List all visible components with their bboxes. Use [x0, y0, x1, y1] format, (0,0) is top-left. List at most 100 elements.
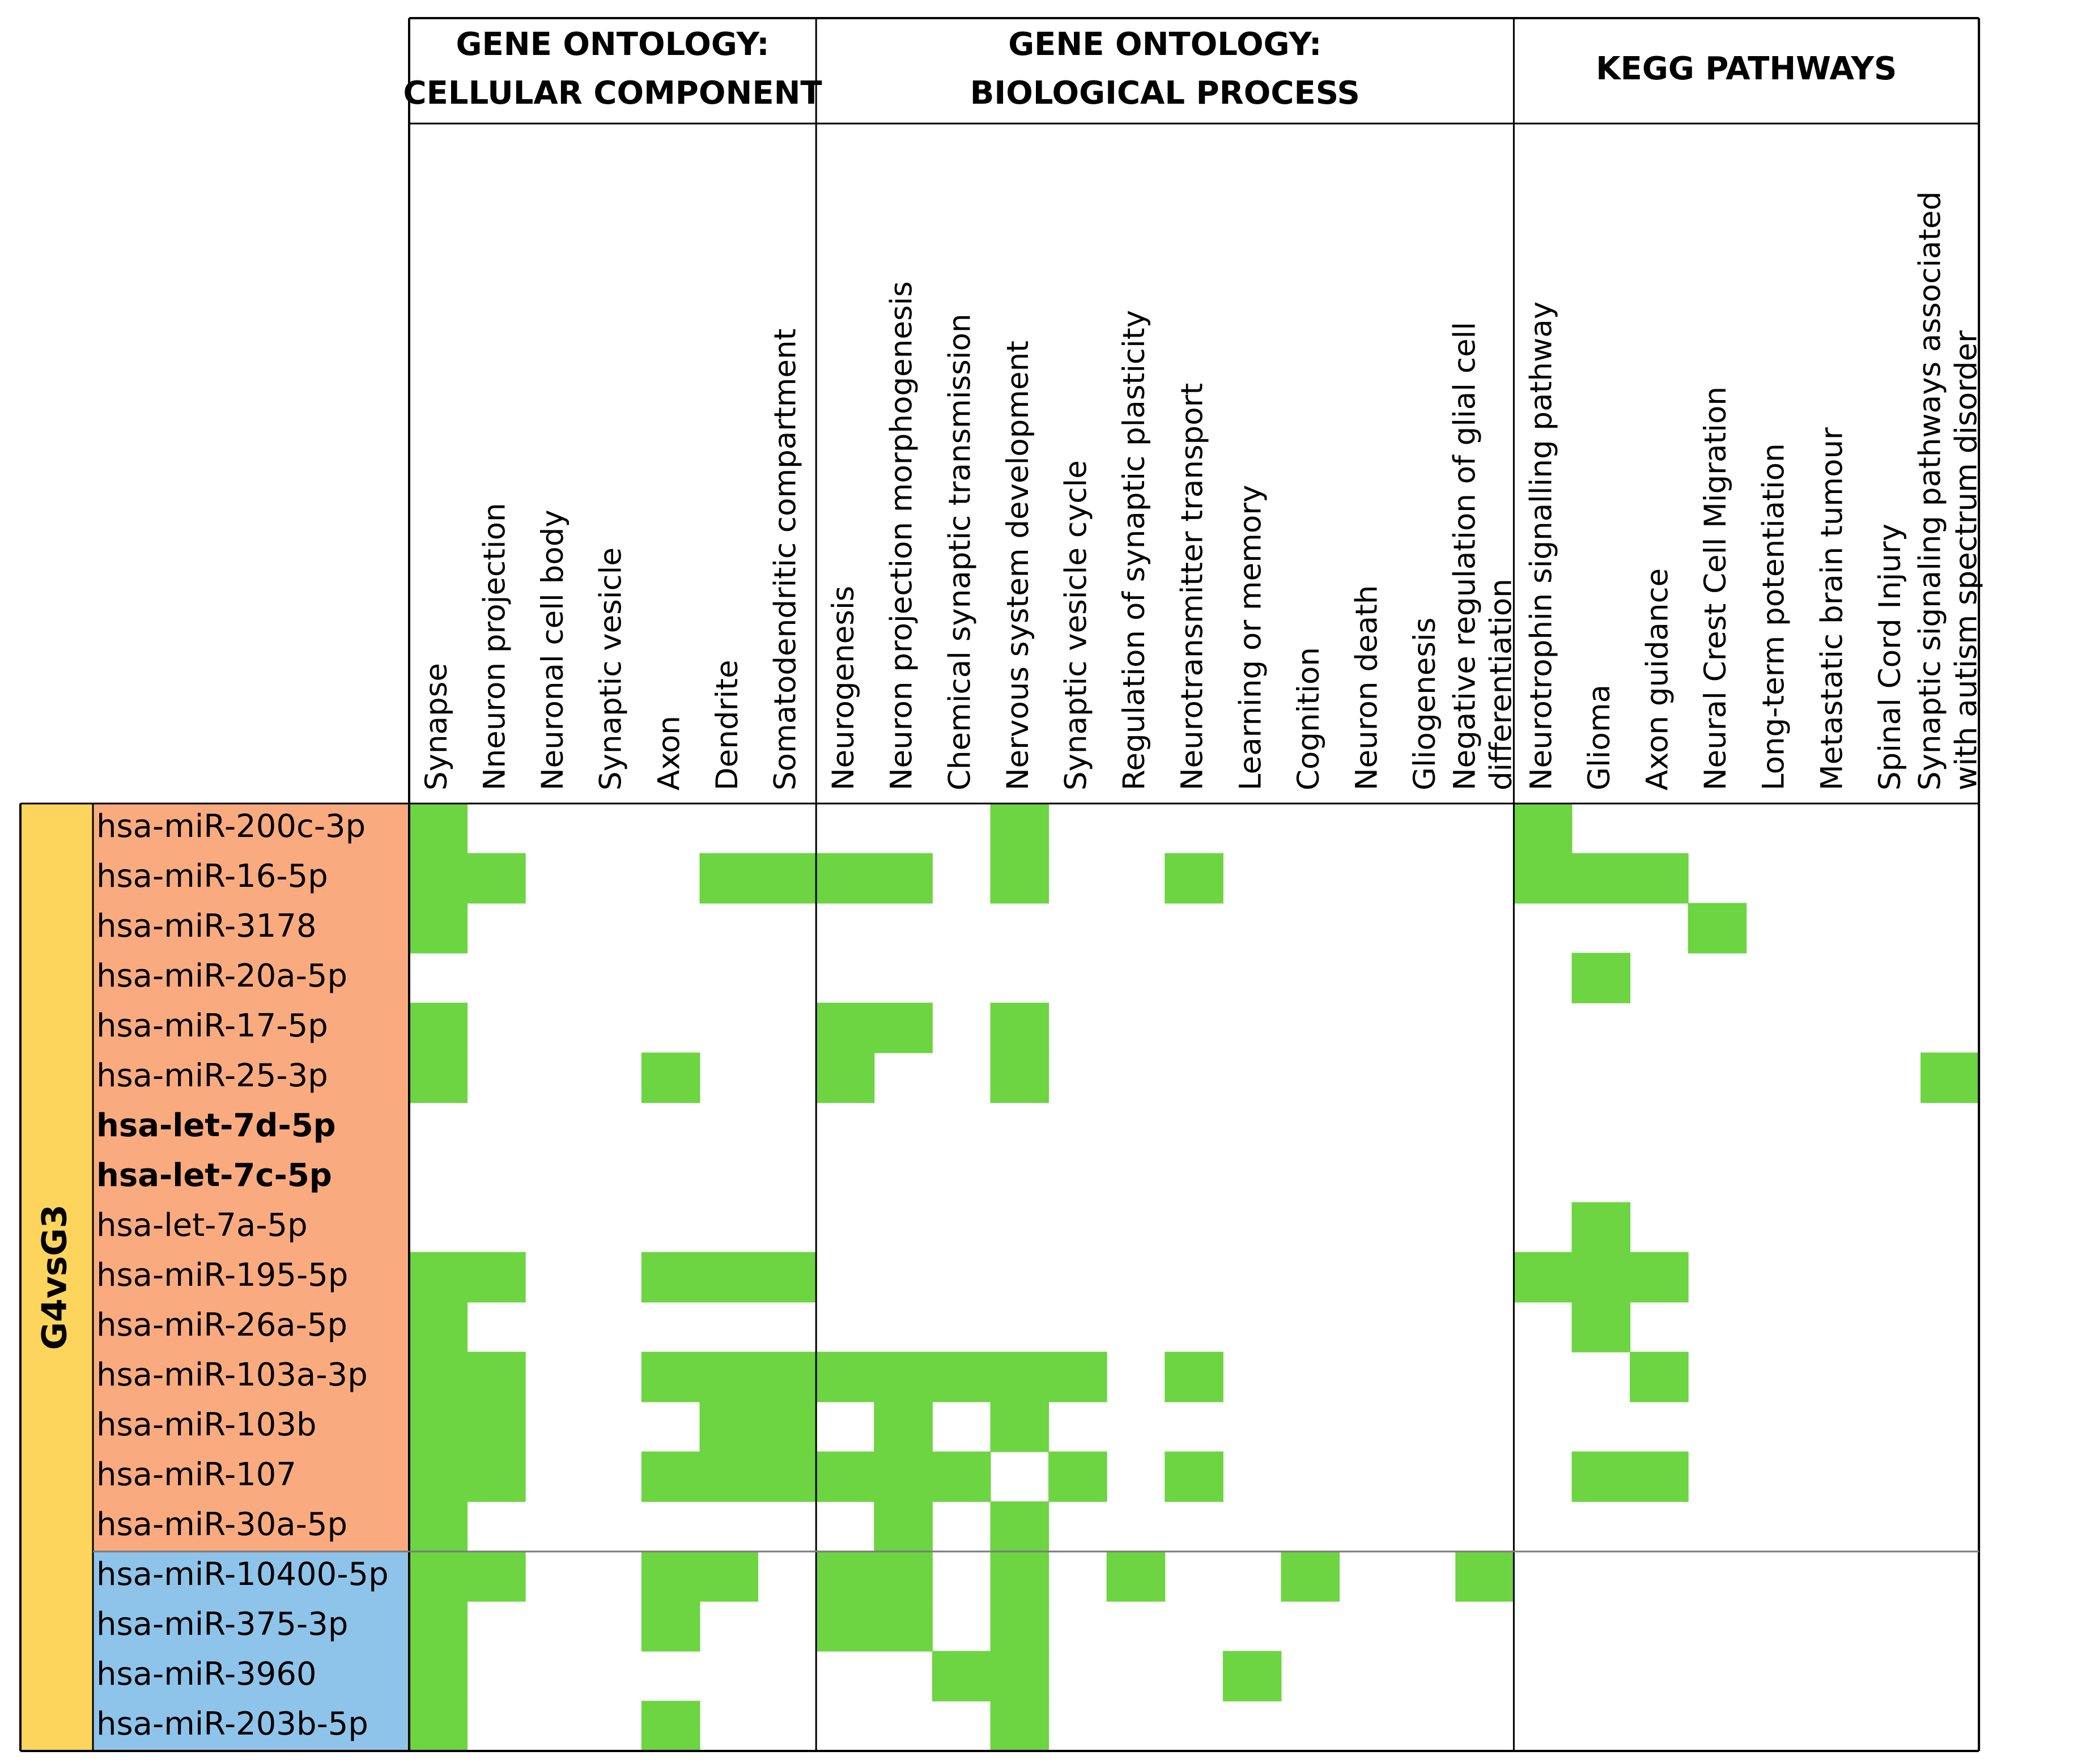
heatmap-cell-11-1: [409, 1302, 468, 1353]
row-label: hsa-miR-30a-5p: [96, 1506, 347, 1543]
heatmap-cell-14-8: [815, 1451, 875, 1502]
heatmap-cell-16-19: [1455, 1551, 1514, 1602]
heatmap-cell-12-2: [467, 1351, 526, 1402]
heatmap-cell-2-7: [758, 853, 817, 904]
heatmap-cell-17-1: [409, 1601, 468, 1652]
heatmap-cell-14-5: [641, 1451, 700, 1502]
heatmap-cell-2-1: [409, 853, 468, 904]
heatmap-cell-12-12: [1048, 1351, 1107, 1402]
heatmap-cell-10-20: [1513, 1252, 1573, 1303]
heatmap-cell-2-21: [1571, 853, 1631, 904]
heatmap-cell-5-9: [874, 1002, 933, 1053]
heatmap-cell-1-1: [409, 803, 468, 854]
heatmap-cell-2-8: [815, 853, 875, 904]
column-label: Learning or memory: [1233, 485, 1268, 790]
heatmap-cell-19-5: [641, 1701, 700, 1752]
heatmap-cell-6-5: [641, 1052, 700, 1103]
heatmap-cell-16-13: [1106, 1551, 1166, 1602]
column-group-title: GENE ONTOLOGY:: [1008, 26, 1321, 63]
column-label: Glioma: [1582, 685, 1617, 790]
row-label: hsa-miR-103a-3p: [96, 1357, 368, 1393]
heatmap-cell-1-11: [990, 803, 1049, 854]
heatmap-cell-16-11: [990, 1551, 1049, 1602]
heatmap-cell-14-21: [1571, 1451, 1631, 1502]
row-label: hsa-let-7d-5p: [96, 1107, 336, 1144]
column-label: Neuron projection morphogenesis: [885, 281, 919, 790]
heatmap-cell-19-1: [409, 1701, 468, 1752]
heatmap-cell-19-11: [990, 1701, 1049, 1752]
heatmap-cell-10-22: [1630, 1252, 1689, 1303]
heatmap-cell-9-21: [1571, 1202, 1631, 1253]
heatmap-cell-16-2: [467, 1551, 526, 1602]
column-label: Axon: [652, 716, 686, 790]
heatmap-cell-10-1: [409, 1252, 468, 1303]
heatmap-cell-5-11: [990, 1002, 1049, 1053]
heatmap-cell-12-10: [932, 1351, 991, 1402]
heatmap-cell-12-5: [641, 1351, 700, 1402]
row-label: hsa-miR-107: [96, 1456, 296, 1493]
column-label: Neurogenesis: [826, 586, 861, 790]
heatmap-cells: [409, 803, 1979, 1752]
row-label: hsa-let-7c-5p: [96, 1157, 332, 1194]
row-label: hsa-let-7a-5p: [96, 1207, 308, 1244]
heatmap-cell-12-9: [874, 1351, 933, 1402]
heatmap-cell-10-21: [1571, 1252, 1631, 1303]
heatmap-cell-18-11: [990, 1651, 1049, 1702]
heatmap-cell-6-8: [815, 1052, 875, 1103]
heatmap-cell-2-14: [1165, 853, 1223, 904]
heatmap-cell-12-11: [990, 1351, 1049, 1402]
heatmap-cell-13-11: [990, 1401, 1049, 1452]
table-text: G4vsG3 hsa-miR-200c-3p hsa-miR-16-5p hsa-mi…: [35, 26, 1984, 1742]
row-label: hsa-miR-16-5p: [96, 858, 328, 895]
heatmap-cell-17-8: [815, 1601, 875, 1652]
heatmap-cell-13-1: [409, 1401, 468, 1452]
group-label-g4vsg3: G4vsG3: [35, 1205, 75, 1350]
heatmap-cell-16-9: [874, 1551, 933, 1602]
row-label: hsa-miR-25-3p: [96, 1057, 328, 1094]
column-label: Cognition: [1291, 647, 1326, 790]
heatmap-cell-14-2: [467, 1451, 526, 1502]
heatmap-cell-12-8: [815, 1351, 875, 1402]
heatmap-cell-16-1: [409, 1551, 468, 1602]
heatmap-cell-4-21: [1571, 953, 1631, 1004]
heatmap-cell-11-21: [1571, 1302, 1631, 1353]
column-label: Nneuron projection: [478, 503, 512, 790]
heatmap-cell-17-11: [990, 1601, 1049, 1652]
heatmap-cell-18-1: [409, 1651, 468, 1702]
heatmap-cell-12-22: [1630, 1351, 1689, 1402]
column-label: Dendrite: [710, 660, 745, 790]
column-label: Chemical synaptic transmission: [942, 313, 977, 790]
heatmap-cell-12-1: [409, 1351, 468, 1402]
heatmap-cell-6-27: [1920, 1052, 1979, 1103]
row-label: hsa-miR-200c-3p: [96, 808, 366, 845]
row-label: hsa-miR-375-3p: [96, 1606, 348, 1643]
heatmap-cell-2-2: [467, 853, 526, 904]
column-label: differentiation: [1484, 579, 1519, 790]
heatmap-cell-16-5: [641, 1551, 700, 1602]
heatmap-cell-15-11: [990, 1501, 1049, 1552]
heatmap-cell-13-2: [467, 1401, 526, 1452]
row-label-backgrounds: [20, 804, 409, 1751]
column-label: with autism spectrum disorder: [1949, 330, 1984, 790]
heatmap-cell-10-2: [467, 1252, 526, 1303]
column-label: Negative regulation of glial cell: [1448, 322, 1482, 790]
heatmap-cell-14-7: [758, 1451, 817, 1502]
column-label: Regulation of synaptic plasticity: [1117, 310, 1151, 790]
column-group-title: CELLULAR COMPONENT: [403, 75, 822, 112]
heatmap-cell-17-9: [874, 1601, 933, 1652]
heatmap-cell-2-20: [1513, 853, 1573, 904]
column-label: Neurotransmitter transport: [1175, 383, 1210, 790]
table-grid-lines: [19, 17, 1981, 1752]
row-label: hsa-miR-20a-5p: [96, 958, 347, 994]
column-label: Synaptic signaling pathways associated: [1913, 192, 1948, 790]
heatmap-cell-6-11: [990, 1052, 1049, 1103]
row-label: hsa-miR-10400-5p: [96, 1556, 389, 1593]
upper-row-label-background: [93, 804, 409, 1552]
lower-row-label-background: [93, 1552, 409, 1751]
heatmap-cell-12-6: [699, 1351, 759, 1402]
heatmap-cell-15-9: [874, 1501, 933, 1552]
row-label: hsa-miR-17-5p: [96, 1008, 328, 1044]
column-label: Nervous system development: [1001, 341, 1035, 790]
heatmap-cell-2-6: [699, 853, 759, 904]
